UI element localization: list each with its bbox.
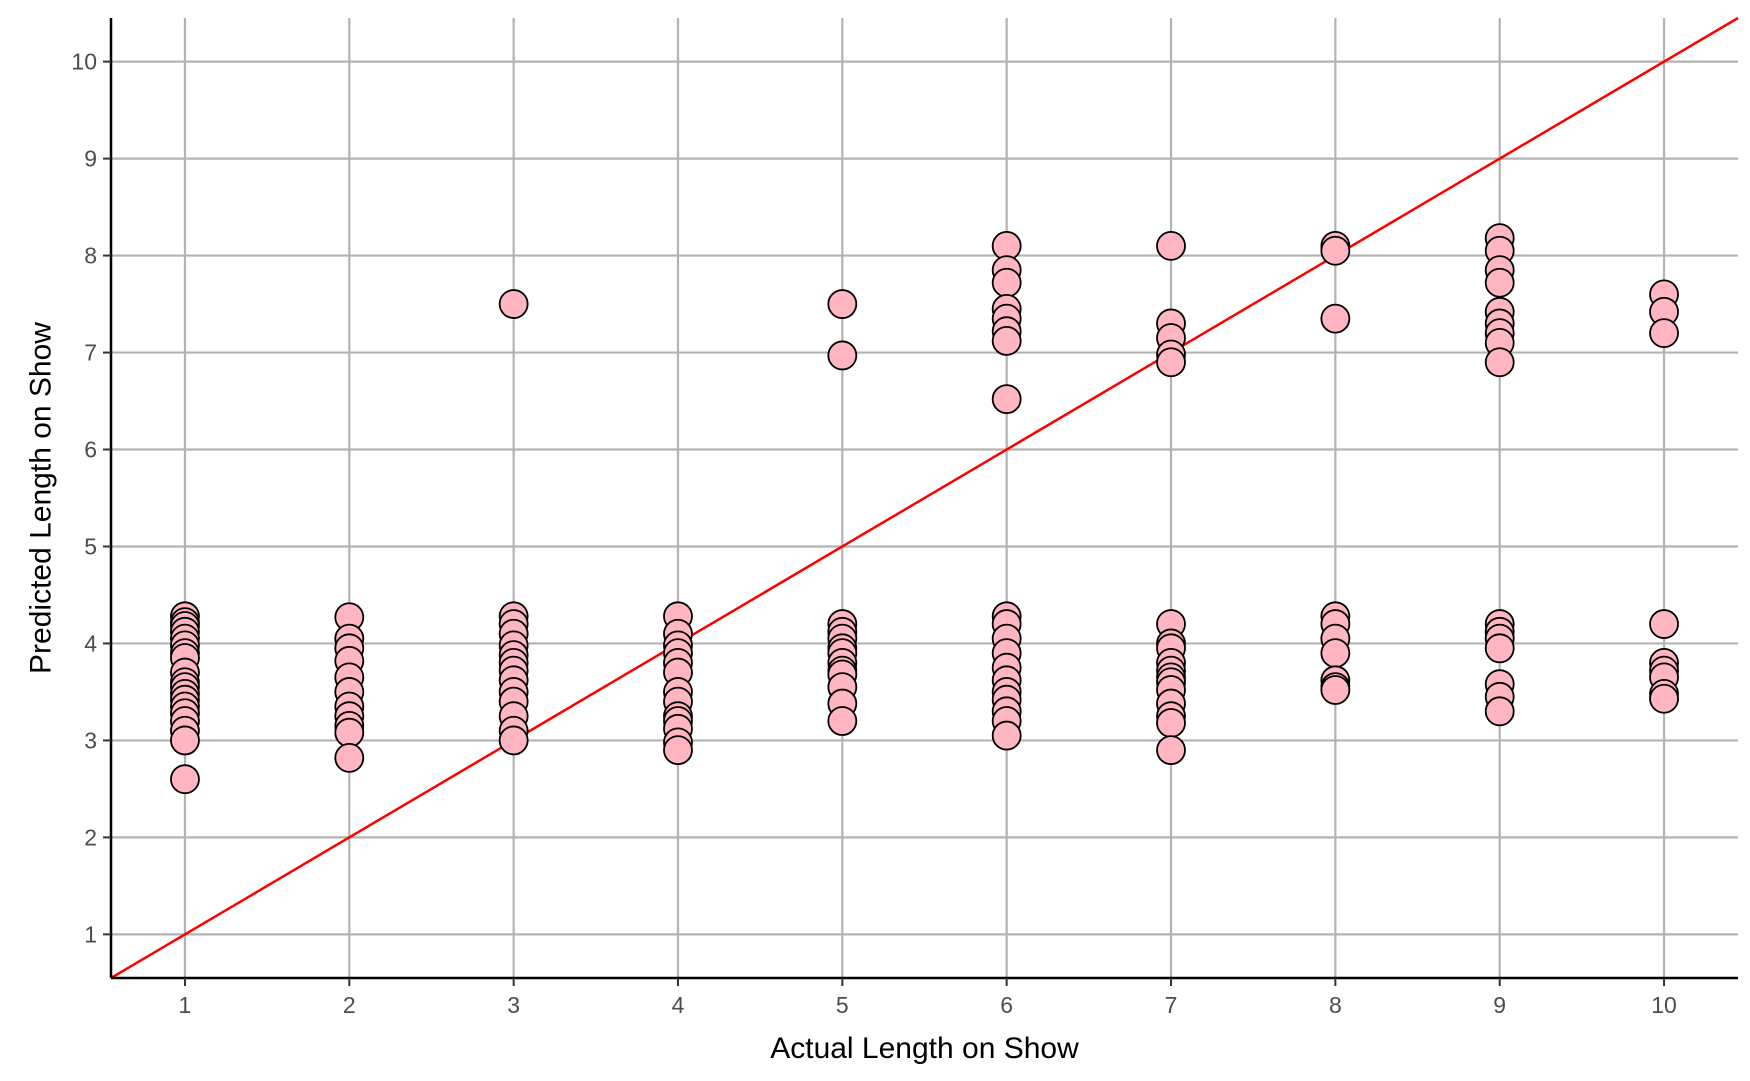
data-point	[334, 742, 365, 773]
data-point	[827, 706, 858, 736]
y-tick-label: 5	[84, 533, 97, 559]
data-point	[498, 725, 529, 756]
x-tick-label: 5	[836, 992, 849, 1018]
x-tick-label: 2	[343, 992, 356, 1018]
data-point	[1484, 267, 1515, 298]
data-point	[991, 720, 1022, 751]
data-point	[1484, 347, 1515, 378]
grid-lines	[111, 18, 1738, 978]
data-point	[1320, 235, 1351, 266]
y-tick-label: 7	[84, 340, 97, 366]
y-tick-label: 1	[84, 921, 97, 947]
data-point	[1320, 303, 1351, 334]
data-point	[1649, 609, 1679, 639]
y-axis-title: Predicted Length on Show	[25, 322, 58, 674]
y-tick-label: 9	[84, 146, 97, 172]
x-tick-label: 10	[1651, 992, 1677, 1018]
x-tick-label: 3	[507, 992, 520, 1018]
x-tick-label: 4	[672, 992, 685, 1018]
x-axis-ticks: 1 2 3 4 5 6 7 8 9 10	[179, 978, 1677, 1018]
data-point	[1156, 708, 1186, 738]
y-tick-label: 6	[84, 437, 97, 463]
x-tick-label: 9	[1493, 992, 1506, 1018]
data-point	[1156, 735, 1186, 766]
axes	[109, 18, 1738, 980]
data-point	[334, 717, 365, 748]
data-point	[827, 289, 858, 319]
data-point	[1649, 318, 1679, 349]
data-point	[827, 340, 858, 371]
y-tick-label: 10	[71, 49, 97, 75]
data-point	[1484, 633, 1515, 664]
y-tick-label: 4	[84, 630, 97, 656]
y-axis-ticks: 1 2 3 4 5 6 7 8 9 10	[71, 49, 111, 947]
x-tick-label: 7	[1165, 992, 1178, 1018]
data-point	[170, 764, 200, 795]
data-point	[991, 384, 1022, 414]
data-point	[1320, 675, 1351, 705]
reference-line-y-equals-x	[110, 16, 1739, 980]
data-point	[663, 735, 693, 766]
data-point	[498, 289, 529, 319]
data-point	[1156, 230, 1186, 261]
x-tick-label: 6	[1000, 992, 1013, 1018]
data-point	[991, 267, 1022, 298]
data-point	[991, 326, 1022, 356]
data-point	[1649, 683, 1679, 714]
x-axis-title: Actual Length on Show	[770, 1032, 1079, 1065]
data-point	[170, 725, 200, 756]
data-points	[170, 223, 1679, 795]
y-tick-label: 8	[84, 243, 97, 269]
data-point	[1156, 347, 1186, 378]
x-tick-label: 8	[1329, 992, 1342, 1018]
data-point	[1320, 638, 1351, 669]
x-tick-label: 1	[179, 992, 192, 1018]
data-point	[1484, 696, 1515, 727]
y-tick-label: 3	[84, 727, 97, 753]
y-tick-label: 2	[84, 824, 97, 850]
